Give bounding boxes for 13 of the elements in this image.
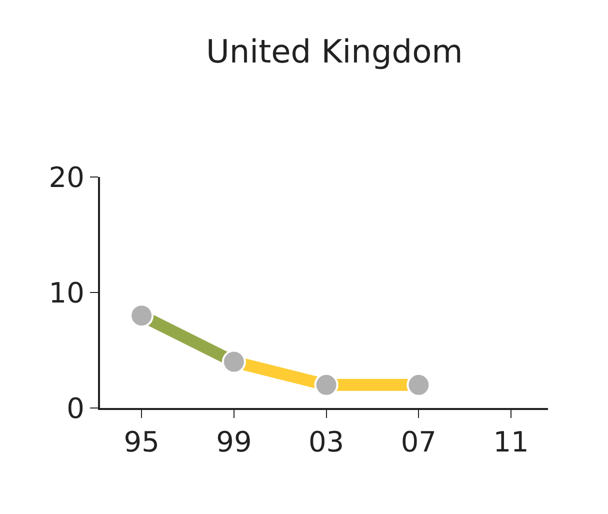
- point: [406, 372, 431, 397]
- point: [130, 304, 154, 328]
- y-tick-label: 10: [48, 276, 84, 310]
- point: [222, 350, 246, 374]
- point: [314, 372, 338, 397]
- x-tick-label: 99: [216, 426, 252, 459]
- x-tick-label: 03: [308, 426, 344, 459]
- x-tick-label: 07: [400, 426, 436, 459]
- y-tick-label: 0: [66, 392, 84, 425]
- chart-title: United Kingdom: [206, 32, 463, 71]
- y-tick-label: 20: [48, 160, 84, 194]
- x-tick-label: 11: [493, 426, 529, 459]
- x-tick-label: 95: [124, 426, 160, 459]
